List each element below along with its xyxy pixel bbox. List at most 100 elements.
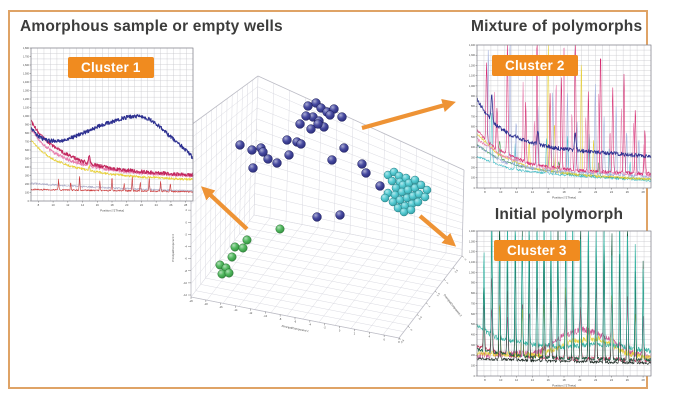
svg-text:300: 300	[471, 156, 476, 159]
svg-text:600: 600	[25, 149, 30, 152]
svg-text:800: 800	[471, 292, 476, 295]
svg-text:400: 400	[471, 146, 476, 149]
svg-text:500: 500	[471, 136, 476, 139]
xrd-series-pattern-periwinkle	[476, 44, 652, 179]
svg-text:14: 14	[81, 203, 85, 207]
svg-text:200: 200	[471, 354, 476, 357]
svg-text:900: 900	[25, 123, 30, 126]
svg-text:14: 14	[531, 190, 535, 194]
svg-text:900: 900	[471, 282, 476, 285]
xrd-series-empty-well-red-spikes	[30, 175, 194, 193]
svg-text:700: 700	[25, 140, 30, 143]
svg-text:18: 18	[110, 203, 114, 207]
svg-text:12: 12	[515, 190, 519, 194]
svg-text:1,000: 1,000	[469, 271, 476, 274]
svg-text:16: 16	[96, 203, 100, 207]
cluster1-caption: Amorphous sample or empty wells	[20, 18, 283, 35]
svg-text:800: 800	[25, 132, 30, 135]
svg-text:22: 22	[140, 203, 144, 207]
svg-text:1,700: 1,700	[23, 55, 30, 58]
svg-text:1,200: 1,200	[469, 251, 476, 254]
svg-text:0: 0	[474, 187, 476, 190]
svg-text:28: 28	[184, 203, 188, 207]
svg-text:1,300: 1,300	[469, 54, 476, 57]
svg-text:24: 24	[610, 378, 614, 382]
svg-text:1,800: 1,800	[23, 47, 30, 50]
svg-text:500: 500	[471, 323, 476, 326]
svg-text:1,100: 1,100	[469, 261, 476, 264]
svg-text:24: 24	[610, 190, 614, 194]
xrd-series-amorphous-halo-navy	[30, 114, 194, 160]
svg-text:8: 8	[484, 378, 486, 382]
xrd-series-group	[476, 44, 652, 182]
svg-text:26: 26	[626, 190, 630, 194]
svg-text:16: 16	[547, 190, 551, 194]
svg-text:0: 0	[474, 375, 476, 378]
svg-text:1,400: 1,400	[469, 44, 476, 47]
svg-text:28: 28	[642, 190, 646, 194]
cluster1-badge: Cluster 1	[68, 57, 154, 78]
xrd-series-group	[30, 114, 194, 193]
xrd-series-amorphous-crimson	[30, 119, 194, 177]
svg-text:100: 100	[25, 191, 30, 194]
svg-text:1,200: 1,200	[23, 98, 30, 101]
svg-text:8: 8	[484, 190, 486, 194]
svg-text:900: 900	[471, 95, 476, 98]
svg-text:12: 12	[515, 378, 519, 382]
xrd-series-pattern-magenta	[476, 44, 652, 176]
svg-text:Position [°2Theta]: Position [°2Theta]	[100, 209, 124, 213]
svg-text:400: 400	[471, 333, 476, 336]
xrd-series-group	[476, 230, 652, 365]
svg-text:1,300: 1,300	[23, 89, 30, 92]
svg-text:200: 200	[471, 166, 476, 169]
svg-text:24: 24	[155, 203, 159, 207]
svg-text:1,100: 1,100	[23, 106, 30, 109]
svg-text:1,000: 1,000	[23, 115, 30, 118]
xrd-series-pattern-dark	[476, 231, 652, 365]
svg-text:300: 300	[25, 174, 30, 177]
svg-text:1,400: 1,400	[469, 230, 476, 233]
svg-text:100: 100	[471, 177, 476, 180]
xrd-series-pattern-teal	[476, 230, 652, 354]
svg-text:10: 10	[499, 190, 503, 194]
svg-text:1,100: 1,100	[469, 75, 476, 78]
figure-border-frame	[8, 10, 648, 389]
svg-text:400: 400	[25, 166, 30, 169]
svg-text:1,200: 1,200	[469, 64, 476, 67]
svg-text:8: 8	[38, 203, 40, 207]
svg-text:1,300: 1,300	[469, 240, 476, 243]
svg-text:1,600: 1,600	[23, 64, 30, 67]
svg-text:20: 20	[578, 190, 582, 194]
svg-text:0: 0	[28, 200, 30, 203]
svg-text:Position [°2Theta]: Position [°2Theta]	[552, 384, 576, 388]
xrd-series-pattern-navy	[476, 94, 652, 159]
svg-text:20: 20	[125, 203, 129, 207]
xrd-series-amorphous-yellow	[30, 139, 194, 181]
svg-text:28: 28	[642, 378, 646, 382]
svg-text:Position [°2Theta]: Position [°2Theta]	[552, 196, 576, 200]
cluster3-badge: Cluster 3	[494, 240, 580, 261]
svg-text:16: 16	[547, 378, 551, 382]
svg-text:14: 14	[531, 378, 535, 382]
cluster2-badge: Cluster 2	[492, 55, 578, 76]
svg-text:18: 18	[562, 190, 566, 194]
svg-text:100: 100	[471, 365, 476, 368]
svg-text:26: 26	[169, 203, 173, 207]
xrd-series-pattern-pink	[476, 47, 652, 177]
xrd-series-pattern-darkgreen	[476, 230, 652, 362]
svg-text:10: 10	[52, 203, 56, 207]
svg-text:600: 600	[471, 126, 476, 129]
svg-text:1,000: 1,000	[469, 85, 476, 88]
svg-text:700: 700	[471, 302, 476, 305]
xrd-series-pattern-yellow	[476, 44, 652, 181]
svg-text:1,400: 1,400	[23, 81, 30, 84]
xrd-series-pattern-yellow	[476, 272, 652, 361]
svg-text:10: 10	[499, 378, 503, 382]
cluster2-caption: Mixture of polymorphs	[471, 18, 643, 35]
svg-text:22: 22	[594, 378, 598, 382]
svg-text:600: 600	[471, 313, 476, 316]
svg-text:20: 20	[578, 378, 582, 382]
svg-text:18: 18	[562, 378, 566, 382]
cluster3-caption: Initial polymorph	[494, 206, 624, 223]
